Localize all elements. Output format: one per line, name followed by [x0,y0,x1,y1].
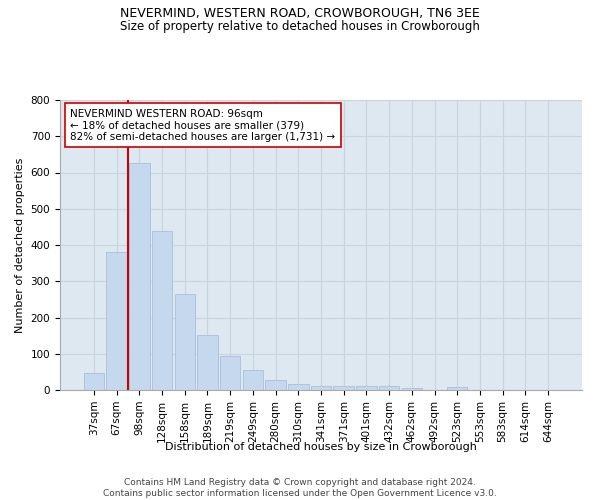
Bar [379,386,400,390]
Bar [129,164,149,390]
Bar [334,386,354,390]
Bar [84,372,104,390]
Bar [311,386,331,390]
Bar [242,370,263,390]
Bar [401,388,422,390]
Bar [447,387,467,390]
Text: Size of property relative to detached houses in Crowborough: Size of property relative to detached ho… [120,20,480,33]
Text: NEVERMIND, WESTERN ROAD, CROWBOROUGH, TN6 3EE: NEVERMIND, WESTERN ROAD, CROWBOROUGH, TN… [120,8,480,20]
Text: Distribution of detached houses by size in Crowborough: Distribution of detached houses by size … [165,442,477,452]
Bar [220,356,241,390]
Bar [106,252,127,390]
Bar [175,294,195,390]
Text: Contains HM Land Registry data © Crown copyright and database right 2024.
Contai: Contains HM Land Registry data © Crown c… [103,478,497,498]
Bar [152,231,172,390]
Bar [197,334,218,390]
Text: NEVERMIND WESTERN ROAD: 96sqm
← 18% of detached houses are smaller (379)
82% of : NEVERMIND WESTERN ROAD: 96sqm ← 18% of d… [70,108,335,142]
Y-axis label: Number of detached properties: Number of detached properties [15,158,25,332]
Bar [288,384,308,390]
Bar [356,386,377,390]
Bar [265,380,286,390]
